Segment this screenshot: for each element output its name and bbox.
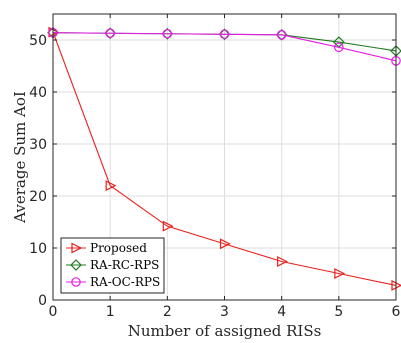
series-line (52, 32, 397, 62)
legend-item: RA-OC-RPS (66, 275, 160, 289)
data-point (104, 27, 117, 40)
data-point (219, 29, 230, 40)
series-line (52, 32, 397, 286)
series-ra-oc-rps (48, 27, 401, 66)
legend-label: RA-RC-RPS (90, 258, 159, 272)
y-tick-label: 50 (29, 33, 47, 49)
x-tick-label: 1 (106, 304, 115, 320)
legend-marker (71, 277, 81, 287)
x-tick-label: 5 (334, 304, 343, 320)
x-tick-label: 2 (163, 304, 172, 320)
y-tick-label: 0 (38, 293, 47, 309)
legend-label: Proposed (90, 241, 147, 255)
legend: Proposed RA-RC-RPS RA-OC-RPS (60, 237, 165, 294)
x-tick-label: 4 (277, 304, 286, 320)
x-axis-label: Number of assigned RISs (128, 322, 322, 340)
data-point (162, 28, 173, 39)
ticks: 0 1 2 3 4 5 6 0 10 20 30 40 50 (29, 14, 401, 320)
y-tick-label: 10 (29, 241, 47, 257)
data-point (161, 27, 174, 40)
legend-marker (71, 242, 83, 254)
data-point (277, 256, 289, 267)
data-point (334, 268, 346, 279)
data-point (105, 180, 117, 192)
data-point (334, 42, 344, 53)
legend-marker (70, 259, 82, 271)
y-tick-label: 30 (29, 137, 47, 153)
data-point (275, 28, 288, 41)
data-point (219, 238, 231, 250)
x-tick-label: 0 (49, 304, 58, 320)
legend-label: RA-OC-RPS (90, 275, 160, 289)
data-point (105, 28, 115, 39)
data-point (162, 220, 174, 232)
x-tick-label: 6 (392, 304, 401, 320)
data-point (218, 28, 231, 41)
legend-item: Proposed (66, 241, 147, 255)
x-tick-label: 3 (220, 304, 229, 320)
series-layer (47, 26, 401, 291)
y-tick-label: 20 (29, 189, 47, 205)
y-tick-label: 40 (29, 85, 47, 101)
y-axis-label: Average Sum AoI (11, 91, 29, 224)
legend-item: RA-RC-RPS (66, 258, 159, 272)
data-point (276, 29, 287, 40)
